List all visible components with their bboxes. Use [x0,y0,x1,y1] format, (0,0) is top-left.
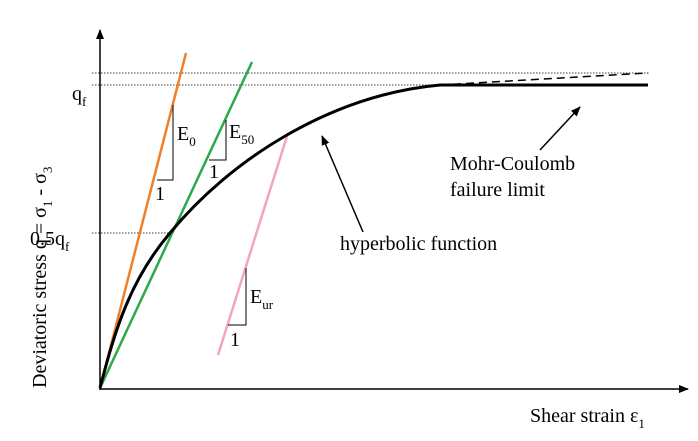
unit-label: 1 [209,161,219,183]
subscript: 1 [638,416,645,431]
unit-label: 1 [230,329,240,351]
modulus-label: E0 [177,123,196,149]
subscript: f [65,239,70,254]
hyperbolic-curve [98,83,648,389]
modulus-label: E50 [229,121,254,147]
slope-triangle [209,120,227,161]
modulus-label: Eur [250,286,274,312]
arrow [539,106,581,151]
subscript: f [82,94,87,109]
mohr-coulomb-dashed [439,72,649,86]
qf-label: qf [72,83,87,109]
label-text: q [72,83,82,105]
subscript: ur [262,297,274,312]
y-axis-label: Deviatoric stress q = σ1 - σ3 [29,167,55,388]
slope-triangle [157,105,174,181]
label-text: Shear strain ε [530,405,638,427]
slope-triangle [228,268,247,326]
e0-line [98,52,188,389]
annotation: hyperbolic function [340,233,497,255]
unit-label: 1 [155,183,165,205]
label-text: Deviatoric stress q = σ [29,207,51,388]
annotation: failure limit [450,179,545,201]
subscript: 1 [40,201,55,208]
subscript: 50 [241,132,254,147]
subscript: 0 [189,134,196,149]
eur-line [216,132,290,356]
label-text: E [229,121,241,143]
half-qf-label: 0.5qf [30,228,70,254]
label-text: - σ [29,173,51,201]
annotation: Mohr-Coulomb [450,153,575,175]
subscript: 3 [40,167,55,174]
label-text: 0.5q [30,228,65,250]
label-text: E [250,286,262,308]
label-text: E [177,123,189,145]
arrow [321,135,364,233]
x-axis-label: Shear strain ε1 [530,405,645,431]
